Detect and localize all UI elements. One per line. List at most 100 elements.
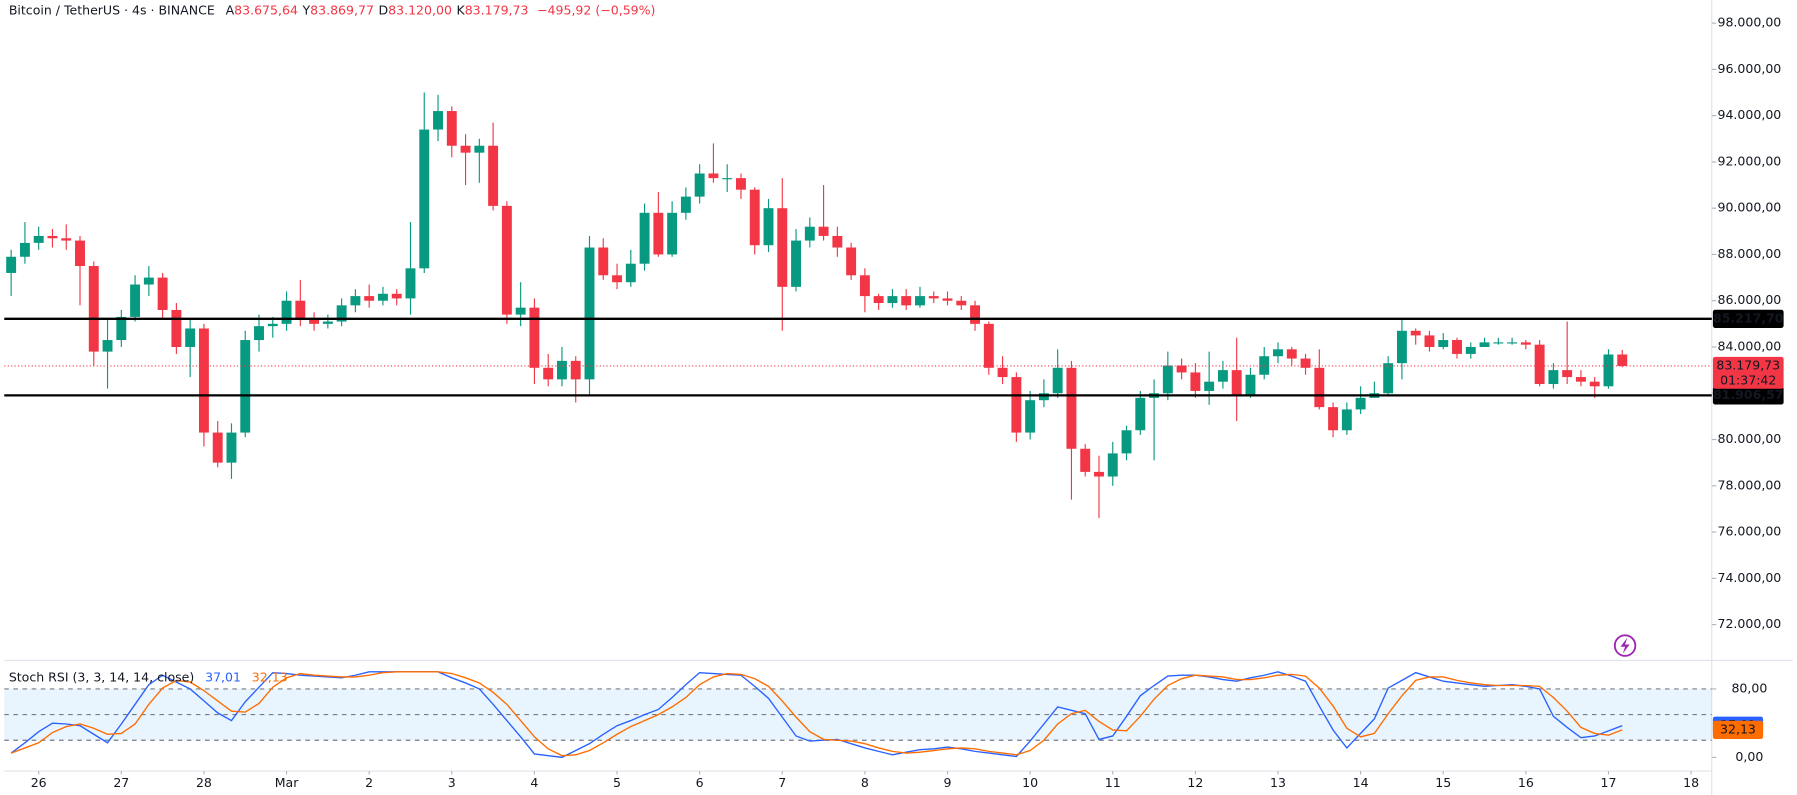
candle-body — [116, 316, 127, 341]
x-tick-label: 27 — [113, 775, 129, 790]
candle-body — [970, 305, 981, 324]
candle-body — [736, 178, 746, 190]
x-tick-label: 7 — [778, 775, 786, 790]
y-tick-label: 84.000,00 — [1717, 338, 1781, 353]
candle-body — [1410, 330, 1421, 336]
x-tick-label: 10 — [1022, 775, 1038, 790]
candle-body — [1341, 409, 1352, 431]
countdown: 01:37:42 — [1720, 372, 1776, 387]
x-tick-label: 8 — [861, 775, 869, 790]
rsi-line — [10, 671, 1623, 757]
candle-body — [240, 340, 251, 433]
x-tick-label: 26 — [31, 775, 47, 790]
candle-body — [763, 208, 774, 246]
candle-body — [1025, 400, 1036, 433]
candle-body — [61, 238, 72, 241]
candle-body — [1507, 342, 1518, 344]
y-tick-label: 94.000,00 — [1717, 107, 1781, 122]
x-tick-label: 6 — [696, 775, 704, 790]
candle-body — [336, 305, 347, 322]
candle-body — [143, 277, 154, 285]
candle-body — [47, 235, 58, 239]
candle-body — [543, 367, 554, 380]
candle-body — [983, 323, 994, 368]
candle-body — [322, 321, 333, 324]
candle-body — [515, 307, 526, 315]
candle-body — [612, 275, 622, 283]
x-tick-label: 9 — [944, 775, 952, 790]
candle-body — [88, 266, 99, 352]
indicator-title: Stoch RSI (3, 3, 14, 14, close) — [9, 669, 194, 684]
candles — [6, 92, 1628, 759]
y-tick-label: 90.000,00 — [1717, 200, 1781, 215]
icon-bolt[interactable] — [1620, 637, 1630, 654]
candle-body — [460, 145, 471, 153]
d-value: 32,13 — [252, 669, 288, 684]
candle-body — [598, 247, 609, 276]
candle-body — [295, 300, 306, 320]
y-tick-label: 88.000,00 — [1717, 246, 1781, 261]
candle-body — [1355, 397, 1366, 410]
candle-body — [309, 319, 320, 324]
candle-body — [1094, 471, 1104, 477]
x-tick-label: Mar — [275, 775, 299, 790]
background-layer — [4, 22, 1717, 775]
y-tick-label: 72.000,00 — [1717, 616, 1781, 631]
candle-body — [267, 323, 278, 327]
candle-body — [1286, 349, 1297, 359]
candle-body — [942, 298, 953, 301]
y-tick-label: 78.000,00 — [1717, 477, 1781, 492]
overlay-layer: 72.000,00 74.000,00 76.000,00 78.000,00 80.0… — [4, 15, 1784, 790]
ohlc-key: K — [457, 2, 466, 17]
rsi-line — [10, 671, 1623, 759]
ohlc-key: Y — [302, 2, 311, 17]
candle-body — [1066, 367, 1077, 449]
x-tick-label: 16 — [1518, 775, 1534, 790]
x-tick-label: 12 — [1187, 775, 1203, 790]
ohlc-key: D — [379, 2, 389, 17]
level-label: 81.906,57 — [1713, 387, 1784, 402]
candle-body — [19, 242, 30, 257]
candle-body — [859, 275, 870, 297]
candle-body — [364, 296, 375, 301]
icon-circle[interactable] — [1613, 634, 1637, 657]
candle-body — [1438, 340, 1449, 347]
candle-body — [529, 307, 540, 368]
candle-body — [570, 360, 581, 380]
candle-body — [433, 111, 443, 130]
candle-body — [1575, 377, 1586, 382]
ohlc-value: 83.120,00 — [388, 2, 452, 17]
candle-body — [391, 293, 402, 299]
ohlc-value: 83.869,77 — [310, 2, 374, 17]
flash-icon[interactable] — [1613, 634, 1637, 657]
candle-body — [832, 235, 843, 248]
candle-body — [1080, 448, 1091, 472]
ohlc: A83.675,64 Y83.869,77 D83.120,00 K83.179,73 — [226, 2, 529, 17]
candle-body — [694, 173, 705, 197]
candle-body — [1245, 374, 1256, 396]
candle-body — [130, 284, 141, 317]
candle-body — [1520, 342, 1531, 345]
candle-body — [777, 208, 788, 287]
candle-body — [708, 173, 719, 179]
x-tick-label: 14 — [1353, 775, 1369, 790]
candle-body — [226, 432, 237, 463]
level-label: 85.217,70 — [1713, 310, 1784, 325]
change: −495,92 (−0,59%) — [537, 2, 655, 17]
candle-body — [1300, 358, 1311, 368]
candle-body — [625, 263, 636, 283]
candle-body — [6, 256, 17, 273]
candle-body — [818, 226, 829, 236]
k-value: 37,01 — [205, 669, 241, 684]
candle-body — [1273, 349, 1283, 357]
candle-body — [680, 196, 691, 213]
background — [4, 0, 1793, 795]
candle-body — [198, 328, 209, 433]
candle-body — [1038, 393, 1049, 401]
ohlc-value: 83.179,73 — [465, 2, 529, 17]
candle-body — [1162, 365, 1173, 394]
candle-body — [1493, 342, 1504, 344]
level-tag — [1712, 309, 1784, 328]
candle-body — [1479, 342, 1490, 347]
x-tick-label: 28 — [196, 775, 212, 790]
